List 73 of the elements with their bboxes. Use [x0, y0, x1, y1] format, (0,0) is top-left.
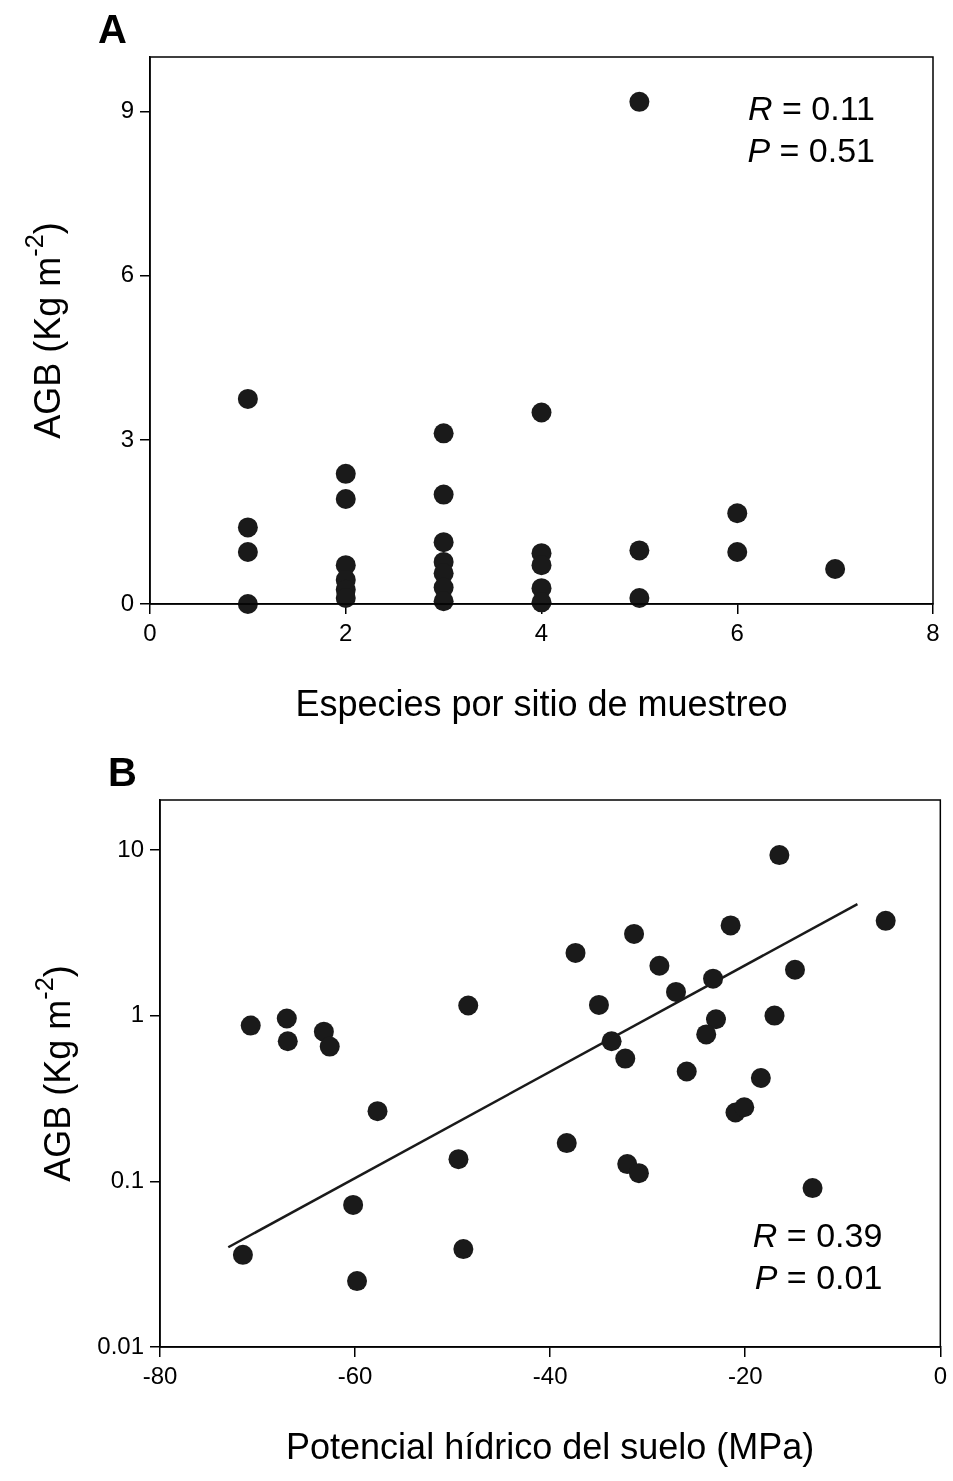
point	[319, 1036, 340, 1057]
y-tick-label: 1	[130, 1000, 144, 1028]
point	[433, 484, 454, 505]
point	[703, 968, 724, 989]
y-axis-title: AGB (Kg m-2)	[19, 222, 68, 439]
x-tick-label: 8	[926, 619, 940, 647]
point	[734, 1097, 755, 1118]
x-tick-label: 4	[534, 619, 549, 647]
point	[232, 1244, 253, 1265]
point	[433, 532, 454, 553]
point	[277, 1031, 298, 1052]
y-tick-label: 9	[120, 96, 134, 124]
annotation: R = 0.39	[752, 1216, 883, 1254]
x-tick-label: 2	[339, 619, 353, 647]
annotation: R = 0.11	[748, 89, 876, 127]
point	[764, 1005, 785, 1026]
point	[727, 542, 748, 563]
point	[624, 923, 645, 944]
point	[615, 1048, 636, 1069]
point	[433, 423, 454, 444]
point	[453, 1239, 474, 1260]
point	[367, 1101, 388, 1122]
point	[237, 388, 258, 409]
y-tick-label: 0	[120, 588, 134, 616]
point	[565, 942, 586, 963]
x-tick-label: 6	[730, 619, 744, 647]
point	[531, 402, 552, 423]
point	[665, 981, 686, 1002]
annotation: P = 0.01	[754, 1258, 883, 1296]
x-tick-label: 0	[933, 1362, 948, 1390]
point	[696, 1024, 717, 1045]
x-tick-label: -80	[142, 1362, 178, 1390]
point	[458, 995, 479, 1016]
y-axis-title: AGB (Kg m-2)	[29, 965, 78, 1182]
point	[784, 959, 805, 980]
y-tick-label: 0.01	[97, 1331, 144, 1359]
point	[629, 91, 650, 112]
point	[875, 910, 896, 931]
y-tick-label: 6	[120, 260, 134, 288]
point	[628, 1163, 649, 1184]
point	[727, 503, 748, 524]
x-axis-title: Potencial hídrico del suelo (MPa)	[286, 1426, 815, 1467]
y-tick-label: 3	[120, 424, 134, 452]
chart-title: A	[98, 7, 127, 51]
point	[237, 517, 258, 538]
point	[769, 845, 790, 866]
point	[720, 915, 741, 936]
point	[335, 488, 356, 509]
point	[347, 1271, 368, 1292]
point	[335, 463, 356, 484]
point	[649, 955, 670, 976]
point	[676, 1061, 697, 1082]
point	[240, 1015, 261, 1036]
x-axis-title: Especies por sitio de muestreo	[295, 683, 788, 724]
y-tick-label: 10	[117, 834, 144, 862]
point	[588, 994, 609, 1015]
point	[750, 1068, 771, 1089]
point	[343, 1194, 364, 1215]
chart-title: B	[108, 750, 137, 794]
point	[448, 1149, 469, 1170]
point	[825, 558, 846, 579]
point	[237, 542, 258, 563]
point	[629, 540, 650, 561]
point	[276, 1008, 297, 1029]
x-tick-label: -40	[532, 1362, 568, 1390]
x-tick-label: -60	[337, 1362, 373, 1390]
point	[802, 1178, 823, 1199]
x-tick-label: -20	[727, 1362, 763, 1390]
point	[705, 1009, 726, 1030]
point	[556, 1133, 577, 1154]
point	[601, 1031, 622, 1052]
y-tick-label: 0.1	[110, 1165, 144, 1193]
annotation: P = 0.51	[747, 131, 875, 169]
